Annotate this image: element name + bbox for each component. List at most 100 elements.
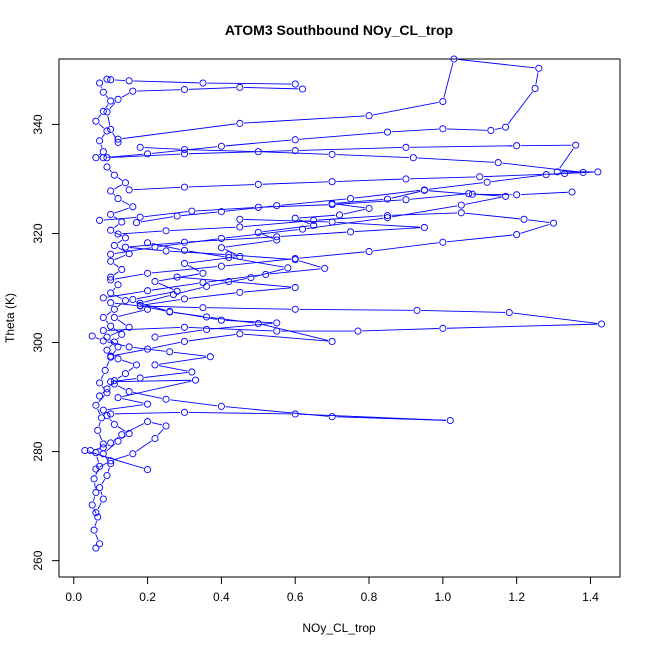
- data-series: [88, 186, 576, 552]
- data-point: [103, 472, 111, 480]
- data-point: [217, 142, 225, 150]
- data-point: [254, 148, 262, 156]
- data-point: [110, 171, 118, 179]
- series-segment: [317, 215, 384, 221]
- series-segment: [362, 328, 439, 332]
- series-segment: [113, 224, 119, 229]
- data-point: [291, 136, 299, 144]
- series-segment: [151, 282, 199, 291]
- series-segment: [513, 312, 598, 324]
- data-point: [273, 236, 281, 244]
- series-segment: [109, 169, 112, 173]
- data-point: [180, 295, 189, 303]
- series-segment: [109, 102, 116, 110]
- data-point: [129, 203, 137, 211]
- series-segment: [336, 203, 365, 209]
- data-point: [439, 238, 447, 246]
- data-point: [199, 79, 207, 87]
- series-segment: [550, 172, 579, 175]
- data-point: [136, 143, 144, 151]
- x-tick-label: 1.0: [434, 590, 451, 604]
- series-segment: [98, 114, 102, 119]
- data-point: [125, 343, 133, 351]
- data-point: [553, 168, 561, 176]
- data-point: [199, 304, 207, 312]
- data-point: [162, 422, 170, 430]
- series-segment: [114, 231, 122, 237]
- series-segment: [88, 451, 144, 469]
- x-tick-label: 0.0: [65, 590, 82, 604]
- data-point: [180, 246, 189, 254]
- series-segment: [97, 408, 101, 415]
- data-point: [502, 123, 510, 131]
- data-point: [81, 446, 89, 455]
- series-segment: [122, 230, 162, 235]
- data-point: [180, 238, 189, 246]
- y-axis-label: Theta (K): [3, 293, 17, 343]
- data-series: [99, 299, 606, 335]
- series-segment: [92, 496, 96, 502]
- data-point: [203, 282, 211, 290]
- series-segment: [121, 200, 130, 206]
- data-point: [192, 376, 200, 384]
- series-segment: [232, 281, 292, 288]
- data-point: [107, 125, 115, 133]
- data-point: [180, 183, 189, 191]
- series-segment: [140, 216, 174, 223]
- data-point: [114, 138, 122, 146]
- data-point: [310, 221, 318, 229]
- series-segment: [173, 351, 207, 357]
- data-point: [99, 326, 107, 335]
- series-segment: [113, 328, 119, 333]
- series-segment: [136, 440, 152, 452]
- series-segment: [391, 205, 458, 218]
- data-point: [420, 223, 428, 232]
- series-segment: [125, 423, 145, 434]
- series-segment: [113, 193, 116, 196]
- series-segment: [133, 186, 181, 191]
- series-segment: [159, 365, 188, 372]
- data-point: [236, 288, 244, 296]
- series-segment: [210, 278, 247, 287]
- data-point: [103, 333, 111, 341]
- series-segment: [428, 182, 484, 190]
- series-segment: [410, 193, 465, 200]
- series-segment: [107, 326, 181, 331]
- chart-title: ATOM3 Southbound NOy_CL_trop: [225, 22, 453, 38]
- data-point: [92, 154, 100, 162]
- data-point: [129, 450, 137, 458]
- series-segment: [299, 251, 365, 259]
- data-point: [162, 227, 170, 235]
- data-point: [125, 388, 133, 396]
- data-point: [151, 333, 159, 341]
- data-point: [236, 215, 244, 223]
- series-segment: [373, 101, 439, 116]
- data-point: [99, 107, 107, 115]
- data-point: [162, 247, 170, 255]
- series-segment: [207, 307, 292, 310]
- data-series: [96, 281, 141, 400]
- data-point: [409, 154, 417, 162]
- data-point: [254, 228, 262, 236]
- series-segment: [298, 219, 310, 225]
- data-point: [99, 148, 107, 156]
- data-point: [151, 434, 159, 443]
- data-point: [129, 295, 137, 304]
- series-segment: [136, 291, 174, 300]
- data-point: [144, 269, 152, 277]
- data-series: [107, 380, 454, 425]
- data-point: [217, 208, 225, 216]
- data-point: [383, 214, 392, 222]
- data-point: [328, 178, 336, 186]
- data-point: [144, 287, 152, 295]
- data-point: [579, 168, 587, 176]
- data-point: [103, 412, 111, 420]
- series-segment: [144, 147, 181, 150]
- data-point: [166, 307, 174, 316]
- series-segment: [262, 233, 274, 239]
- series-segment: [354, 189, 421, 199]
- data-point: [328, 150, 336, 158]
- series-segment: [95, 533, 99, 541]
- series-segment: [188, 333, 236, 342]
